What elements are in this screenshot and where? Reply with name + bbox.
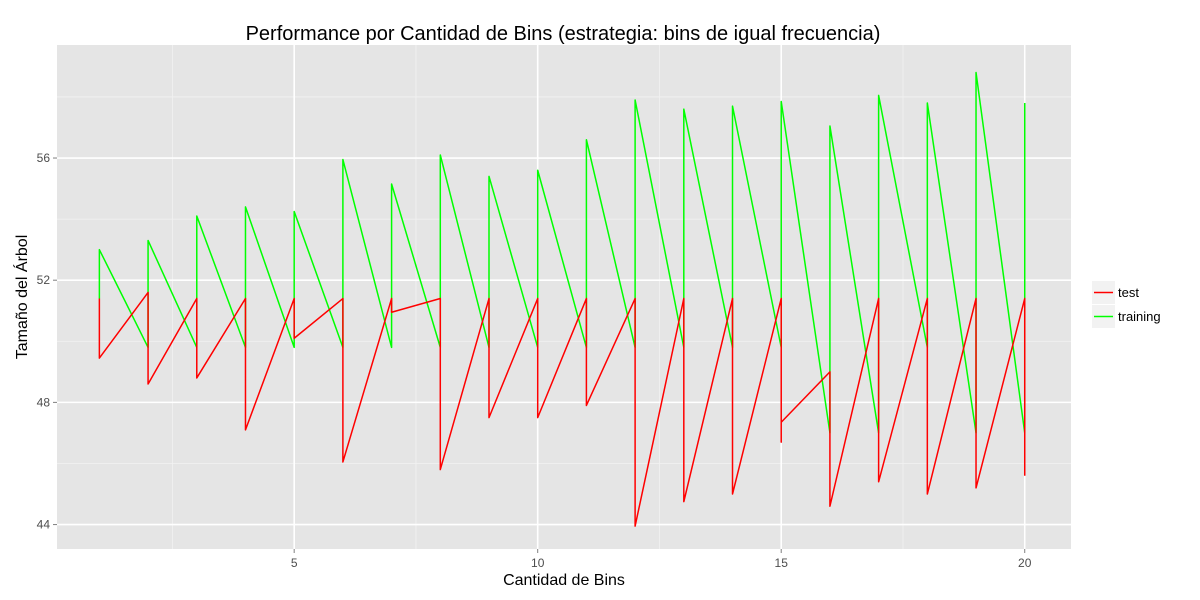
legend: test training (1092, 281, 1161, 328)
legend-label-test: test (1118, 285, 1139, 300)
minor-gridlines (57, 45, 1071, 549)
y-axis-title: Tamaño del Árbol (12, 235, 31, 360)
x-tick-label: 5 (291, 556, 298, 570)
x-tick-label: 15 (775, 556, 789, 570)
y-tick-label: 44 (37, 518, 51, 532)
axis-ticks: 5 10 15 20 44 48 52 56 (37, 151, 1032, 570)
plot-panel (57, 45, 1071, 549)
series-layer (98, 71, 1026, 527)
y-tick-label: 52 (37, 273, 51, 287)
chart-title: Performance por Cantidad de Bins (estrat… (246, 23, 881, 45)
y-tick-label: 48 (37, 395, 51, 409)
x-tick-label: 20 (1018, 556, 1032, 570)
y-tick-label: 56 (37, 151, 51, 165)
legend-label-training: training (1118, 309, 1161, 324)
x-axis-title: Cantidad de Bins (503, 572, 625, 589)
series-line-training (98, 71, 1026, 434)
series-line-test (98, 291, 1026, 527)
x-tick-label: 10 (531, 556, 545, 570)
